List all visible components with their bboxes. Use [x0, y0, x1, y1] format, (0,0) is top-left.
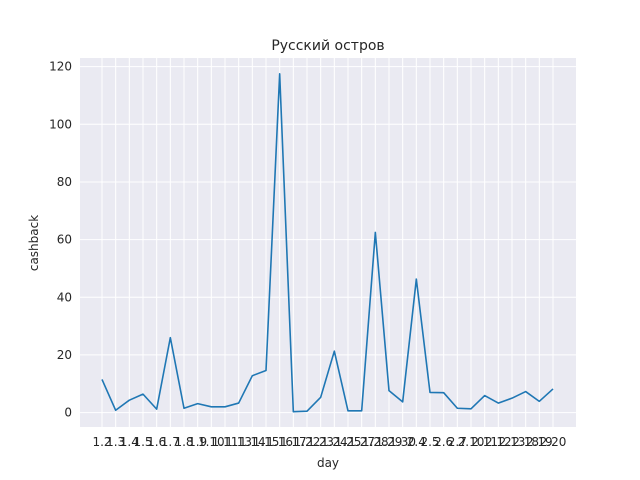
x-tick-label: 2.11 — [471, 435, 498, 449]
x-tick-label: 1.7 — [161, 435, 180, 449]
x-tick-label: 1.13 — [225, 435, 252, 449]
y-tick-label: 100 — [49, 117, 72, 131]
x-tick-label: 2.5 — [420, 435, 439, 449]
x-tick-label: 1.2 — [92, 435, 111, 449]
x-tick-label: 1.4 — [120, 435, 139, 449]
x-tick-label: 1.9 — [188, 435, 207, 449]
grid-lines — [80, 58, 576, 427]
y-tick-label: 40 — [57, 290, 72, 304]
y-tick-labels: 0 20 40 60 80 100 120 — [49, 60, 72, 420]
y-tick-label: 80 — [57, 175, 72, 189]
y-tick-label: 60 — [57, 233, 72, 247]
x-tick-label: 2.12 — [485, 435, 512, 449]
x-tick-label: 1.11 — [212, 435, 239, 449]
plot-background — [80, 58, 576, 427]
x-tick-label: 2.19 — [526, 435, 553, 449]
x-tick-label: 1.23 — [307, 435, 334, 449]
x-tick-label: 1.17 — [280, 435, 307, 449]
y-tick-label: 120 — [49, 60, 72, 74]
x-tick-label: 1.10 — [198, 435, 225, 449]
x-tick-label: 1.16 — [266, 435, 293, 449]
x-axis-label: day — [317, 456, 339, 470]
x-tick-label: 1.27 — [348, 435, 375, 449]
x-tick-label: 1.8 — [174, 435, 193, 449]
x-tick-label: 1.3 — [106, 435, 125, 449]
x-tick-label: 1.30 — [389, 435, 416, 449]
x-tick-label: 1.28 — [362, 435, 389, 449]
x-tick-label: 1.25 — [335, 435, 362, 449]
x-tick-label: 1.29 — [376, 435, 403, 449]
x-tick-label: 1.22 — [294, 435, 321, 449]
x-tick-labels: 1.21.31.41.51.61.71.81.91.101.111.131.14… — [92, 435, 566, 449]
y-axis-label: cashback — [27, 215, 41, 271]
y-tick-label: 20 — [57, 348, 72, 362]
x-tick-label: 2.18 — [512, 435, 539, 449]
x-tick-label: 2.20 — [540, 435, 567, 449]
series-line-cashback — [101, 73, 554, 413]
y-tick-label: 0 — [64, 406, 72, 420]
x-tick-label: 2.10 — [458, 435, 485, 449]
x-tick-label: 1.24 — [321, 435, 348, 449]
x-tick-label: 2.13 — [499, 435, 526, 449]
x-tick-label: 2.4 — [407, 435, 426, 449]
chart-title: Русский остров — [271, 38, 384, 54]
x-tick-label: 1.5 — [133, 435, 152, 449]
x-tick-label: 1.6 — [147, 435, 166, 449]
x-tick-label: 2.7 — [448, 435, 467, 449]
x-tick-label: 1.14 — [239, 435, 266, 449]
x-tick-label: 1.15 — [253, 435, 280, 449]
x-tick-label: 2.6 — [434, 435, 453, 449]
